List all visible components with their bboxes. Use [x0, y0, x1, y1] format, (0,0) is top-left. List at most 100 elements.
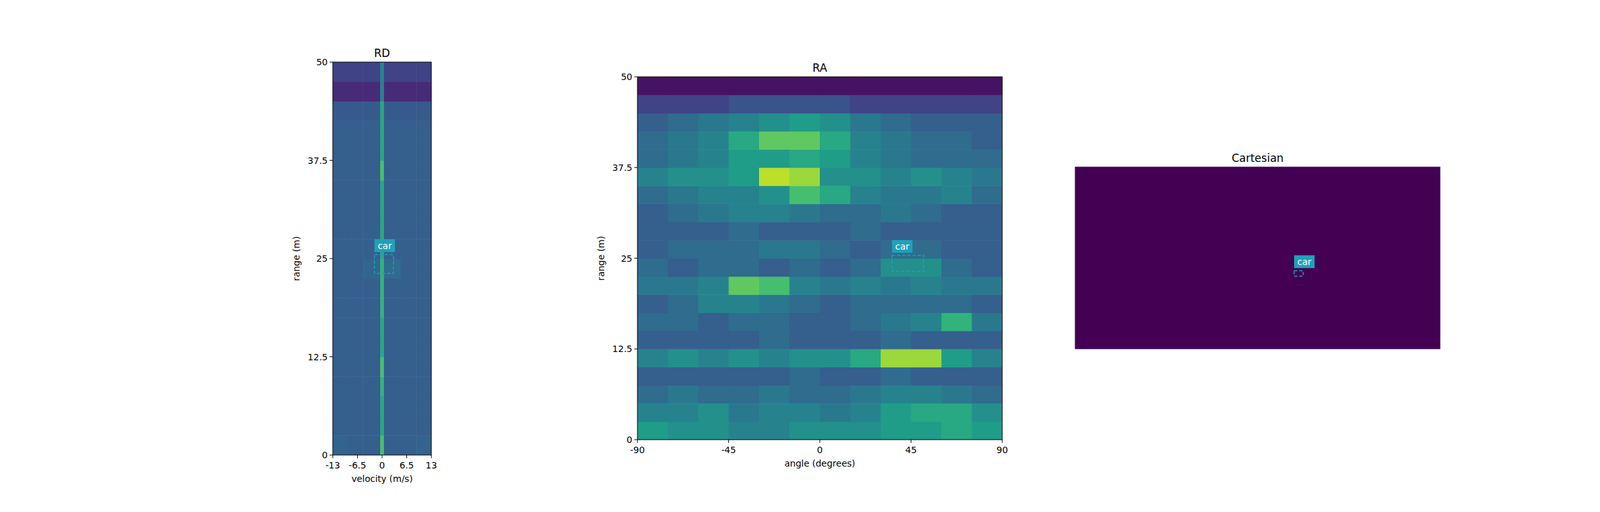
heatmap-cell [380, 297, 384, 318]
heatmap-cell [668, 367, 699, 386]
heatmap-cell [698, 348, 729, 368]
x-tick-label: -45 [721, 444, 736, 456]
heatmap-cell [850, 240, 882, 259]
y-tick [329, 62, 333, 63]
heatmap-cell [759, 149, 790, 168]
heatmap-cell [819, 167, 851, 187]
heatmap-cell [728, 367, 760, 386]
y-tick-label: 37.5 [307, 155, 328, 166]
heatmap-cell [819, 131, 851, 150]
heatmap-cell [789, 149, 821, 168]
heatmap-cell [401, 219, 417, 240]
heatmap-cell [637, 367, 669, 386]
heatmap-cell [416, 101, 432, 121]
x-tick-label: 6.5 [399, 460, 414, 471]
heatmap-cell [380, 81, 384, 102]
heatmap-cell [850, 330, 882, 350]
heatmap-cell [401, 62, 417, 82]
heatmap-cell [332, 435, 349, 456]
plot-area [1075, 167, 1440, 349]
heatmap-cell [941, 76, 973, 96]
x-tick [1002, 439, 1003, 443]
x-tick-label: 45 [905, 444, 918, 456]
x-tick-label: 90 [996, 444, 1008, 456]
heatmap-cell [880, 222, 912, 241]
heatmap-cell [348, 238, 364, 259]
heatmap-cell [1075, 167, 1440, 349]
heatmap-cell [789, 385, 821, 404]
heatmap-cell [819, 240, 851, 259]
heatmap-cell [332, 101, 349, 121]
heatmap-cell [384, 199, 402, 220]
heatmap-cell [911, 294, 943, 313]
box-label-text: car [1297, 256, 1312, 267]
heatmap-cell [668, 222, 699, 241]
heatmap-cell [637, 385, 669, 404]
heatmap-cell [637, 185, 669, 205]
heatmap-cell [789, 222, 821, 241]
heatmap-cell [972, 294, 1003, 313]
heatmap-cell [401, 435, 417, 456]
y-tick [634, 439, 638, 441]
heatmap-cell [362, 62, 381, 82]
heatmap-cell [668, 312, 699, 332]
heatmap-cell [728, 330, 760, 350]
heatmap-cell [728, 149, 760, 168]
heatmap-cell [401, 140, 417, 161]
heatmap-cell [972, 149, 1003, 168]
heatmap-cell [401, 258, 417, 279]
heatmap-cell [911, 421, 943, 440]
heatmap-cell [728, 421, 760, 440]
heatmap-cell [972, 167, 1003, 187]
heatmap-cell [416, 396, 432, 416]
heatmap-cell [637, 113, 669, 132]
heatmap-cell [819, 258, 851, 278]
heatmap-cell [911, 149, 943, 168]
heatmap-cell [362, 81, 381, 102]
heatmap-cell [384, 101, 402, 121]
heatmap-cell [850, 185, 882, 205]
panel-1: carRA-90-4504590012.52537.550angle (degr… [595, 61, 1008, 469]
heatmap-cell [332, 297, 349, 318]
heatmap-cell [789, 276, 821, 296]
heatmap-cell [850, 94, 882, 114]
plot-area [332, 62, 432, 456]
heatmap-cell [668, 421, 699, 440]
heatmap-cell [819, 76, 851, 96]
heatmap-cell [728, 348, 760, 368]
heatmap-cell [819, 294, 851, 313]
heatmap-cell [416, 199, 432, 220]
heatmap-cell [759, 276, 790, 296]
heatmap-cell [789, 203, 821, 223]
heatmap-cell [759, 403, 790, 422]
heatmap-cell [348, 199, 364, 220]
heatmap-cell [728, 76, 760, 96]
y-tick-label: 25 [316, 253, 328, 264]
heatmap-cell [911, 76, 943, 96]
heatmap-cell [819, 94, 851, 114]
heatmap-cell [637, 222, 669, 241]
x-tick [637, 439, 639, 443]
heatmap-cell [819, 203, 851, 223]
heatmap-cell [850, 348, 882, 368]
heatmap-cell [789, 330, 821, 350]
heatmap-cell [941, 131, 973, 150]
heatmap-cell [668, 149, 699, 168]
heatmap-cell [850, 367, 882, 386]
x-tick-label: 13 [425, 460, 438, 471]
y-tick [634, 348, 638, 350]
heatmap-cell [401, 199, 417, 220]
heatmap-cell [728, 222, 760, 241]
y-tick-label: 12.5 [612, 343, 633, 354]
heatmap-cell [637, 421, 669, 440]
heatmap-cell [362, 416, 381, 436]
heatmap-cell [911, 167, 943, 187]
heatmap-cell [850, 76, 882, 96]
heatmap-cell [384, 160, 402, 181]
heatmap-cell [416, 140, 432, 161]
heatmap-cell [416, 258, 432, 279]
heatmap-cell [384, 376, 402, 397]
heatmap-cell [348, 160, 364, 181]
heatmap-cell [384, 337, 402, 358]
heatmap-cell [332, 62, 349, 82]
